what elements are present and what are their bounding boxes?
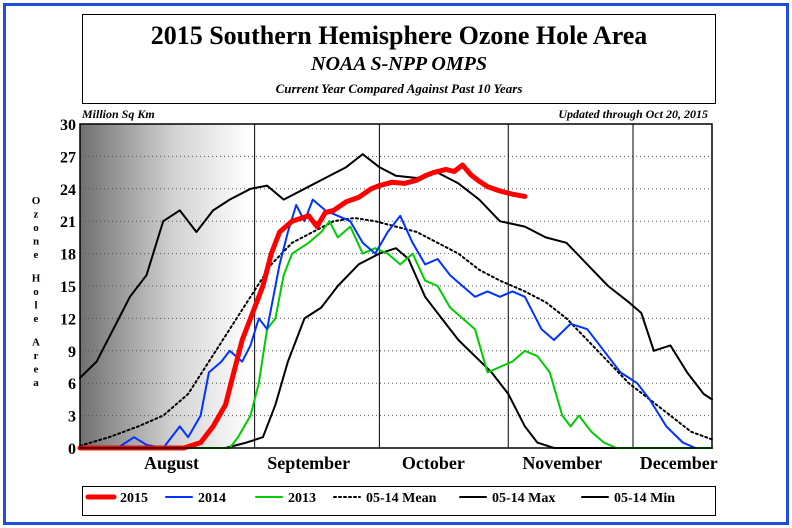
legend-label: 05-14 Max bbox=[492, 491, 555, 506]
y-tick-label: 12 bbox=[60, 311, 76, 328]
y-axis-label-letter: l bbox=[34, 300, 37, 312]
y-tick-label: 30 bbox=[60, 117, 76, 134]
series-line-2013 bbox=[79, 220, 713, 449]
y-tick-label: 6 bbox=[68, 376, 76, 393]
y-tick-label: 9 bbox=[68, 344, 76, 361]
y-axis-label-letter: e bbox=[34, 364, 39, 376]
y-tick-label: 24 bbox=[60, 182, 76, 199]
legend-label: 05-14 Min bbox=[614, 491, 675, 506]
x-month-label: September bbox=[267, 453, 350, 473]
legend-label: 2014 bbox=[198, 491, 226, 506]
x-month-label: August bbox=[144, 453, 199, 473]
chart-note: Current Year Compared Against Past 10 Ye… bbox=[275, 81, 523, 96]
y-axis-label-letter: A bbox=[32, 337, 40, 349]
plot-border bbox=[79, 123, 713, 449]
y-tick-label: 27 bbox=[60, 149, 76, 166]
y-axis-label-letter: e bbox=[34, 313, 39, 325]
y-axis-label-letter: O bbox=[32, 195, 41, 207]
y-axis-label-letter: a bbox=[33, 377, 39, 389]
x-month-label: October bbox=[402, 453, 465, 473]
y-tick-label: 0 bbox=[68, 441, 76, 458]
y-axis-label-letter: z bbox=[34, 209, 39, 221]
y-axis-label-letter: r bbox=[34, 350, 39, 362]
x-month-label: November bbox=[522, 453, 602, 473]
updated-label: Updated through Oct 20, 2015 bbox=[558, 107, 708, 121]
title-box: 2015 Southern Hemisphere Ozone Hole Area… bbox=[82, 14, 716, 104]
y-axis-label-letter: e bbox=[34, 249, 39, 261]
y-tick-label: 21 bbox=[60, 214, 76, 231]
y-axis-label-letter: o bbox=[33, 286, 39, 298]
legend-label: 2013 bbox=[288, 491, 316, 506]
y-tick-label: 3 bbox=[68, 409, 76, 426]
y-tick-label: 15 bbox=[60, 279, 76, 296]
chart-subtitle: NOAA S-NPP OMPS bbox=[311, 53, 487, 75]
y-axis-label-letter: o bbox=[33, 222, 39, 234]
y-axis-label-letter: H bbox=[32, 273, 41, 285]
y-tick-label: 18 bbox=[60, 247, 76, 264]
series-line-05-14-min bbox=[79, 247, 713, 449]
series-line-05-14-max bbox=[79, 153, 713, 401]
units-label: Million Sq Km bbox=[81, 107, 155, 121]
legend-label: 2015 bbox=[120, 491, 148, 506]
series-line-2014 bbox=[79, 198, 697, 449]
chart-title: 2015 Southern Hemisphere Ozone Hole Area bbox=[150, 21, 648, 50]
series-line-2015 bbox=[77, 162, 528, 451]
legend-label: 05-14 Mean bbox=[366, 491, 437, 506]
x-month-label: December bbox=[640, 453, 718, 473]
y-axis-label-letter: n bbox=[33, 236, 39, 248]
legend bbox=[82, 486, 716, 516]
